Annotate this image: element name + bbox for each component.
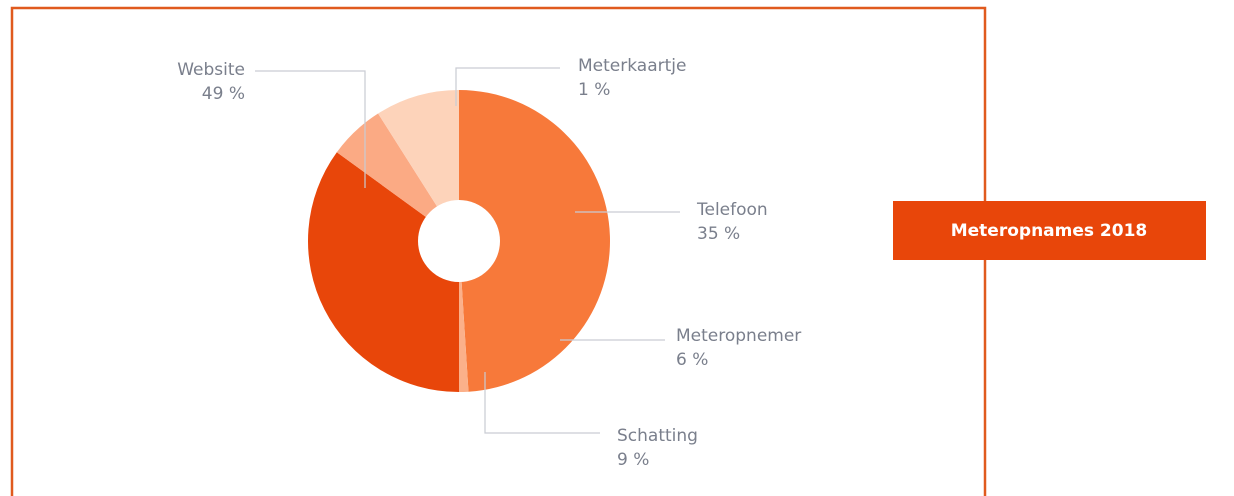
leader-line: [484, 372, 600, 434]
value-label: 6 %: [676, 350, 708, 370]
slice-label: Schatting: [617, 426, 698, 446]
slice: [308, 152, 459, 392]
value-label: 49 %: [202, 84, 245, 104]
donut-hole: [418, 200, 500, 282]
slice: [459, 90, 611, 392]
slice-label: Telefoon: [696, 200, 768, 220]
button-label[interactable]: Meteropnames 2018: [951, 221, 1148, 241]
slice-label: Website: [177, 60, 245, 80]
value-label: 1 %: [578, 80, 610, 100]
value-label: 35 %: [697, 224, 740, 244]
slice: [378, 90, 459, 241]
slice-label: Meterkaartje: [578, 56, 686, 76]
slice-label: Meteropnemer: [676, 326, 801, 346]
leader-line: [455, 67, 560, 106]
value-label: 9 %: [617, 450, 649, 470]
slice: [336, 113, 459, 241]
button[interactable]: [893, 201, 1206, 260]
leader-line: [255, 70, 366, 188]
